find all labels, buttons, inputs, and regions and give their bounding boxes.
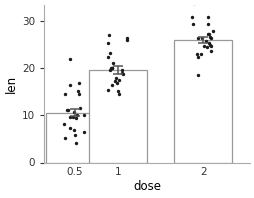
Point: [72, 110, 76, 113]
Point: [110, 61, 115, 64]
Point: [196, 74, 200, 77]
Point: [112, 80, 116, 83]
Point: [74, 141, 78, 144]
Point: [62, 93, 66, 96]
Point: [76, 93, 81, 96]
Bar: [173, 40, 231, 163]
Point: [114, 76, 118, 79]
Point: [208, 37, 212, 40]
X-axis label: dose: dose: [133, 180, 161, 193]
Point: [74, 117, 78, 120]
Point: [207, 43, 211, 47]
Point: [63, 136, 67, 140]
Point: [203, 40, 207, 43]
Point: [120, 71, 124, 75]
Point: [110, 67, 114, 70]
Point: [117, 93, 121, 96]
Point: [205, 23, 210, 26]
Point: [124, 39, 129, 42]
Point: [105, 55, 109, 58]
Point: [62, 122, 66, 126]
Point: [107, 34, 111, 37]
Point: [109, 67, 113, 70]
Point: [190, 23, 195, 26]
Point: [108, 68, 112, 71]
Point: [199, 37, 203, 40]
Point: [76, 89, 80, 92]
Y-axis label: len: len: [5, 75, 18, 93]
Point: [73, 134, 77, 137]
Bar: [46, 113, 104, 163]
Point: [208, 50, 212, 53]
Point: [71, 115, 75, 118]
Point: [67, 83, 71, 87]
Point: [75, 114, 79, 117]
Point: [119, 68, 123, 71]
Point: [205, 15, 209, 19]
Point: [106, 41, 110, 44]
Point: [195, 53, 199, 56]
Bar: [88, 70, 146, 163]
Point: [77, 81, 81, 84]
Point: [106, 88, 110, 91]
Point: [205, 32, 209, 36]
Point: [108, 51, 112, 54]
Point: [195, 37, 199, 40]
Point: [77, 107, 81, 110]
Point: [116, 89, 120, 92]
Point: [120, 72, 124, 76]
Point: [66, 108, 70, 111]
Point: [189, 15, 193, 18]
Point: [64, 108, 68, 111]
Point: [114, 81, 118, 84]
Point: [109, 67, 113, 70]
Point: [68, 127, 72, 130]
Point: [198, 53, 202, 56]
Point: [81, 131, 85, 134]
Point: [196, 55, 200, 59]
Point: [210, 29, 214, 32]
Point: [68, 115, 72, 118]
Point: [206, 41, 210, 44]
Point: [201, 44, 205, 47]
Point: [208, 44, 212, 47]
Point: [116, 78, 120, 81]
Point: [206, 32, 210, 36]
Point: [191, 1, 195, 5]
Point: [207, 35, 211, 38]
Point: [68, 57, 72, 61]
Point: [71, 128, 75, 131]
Point: [204, 46, 209, 49]
Point: [109, 83, 113, 87]
Point: [81, 114, 85, 117]
Point: [125, 37, 129, 40]
